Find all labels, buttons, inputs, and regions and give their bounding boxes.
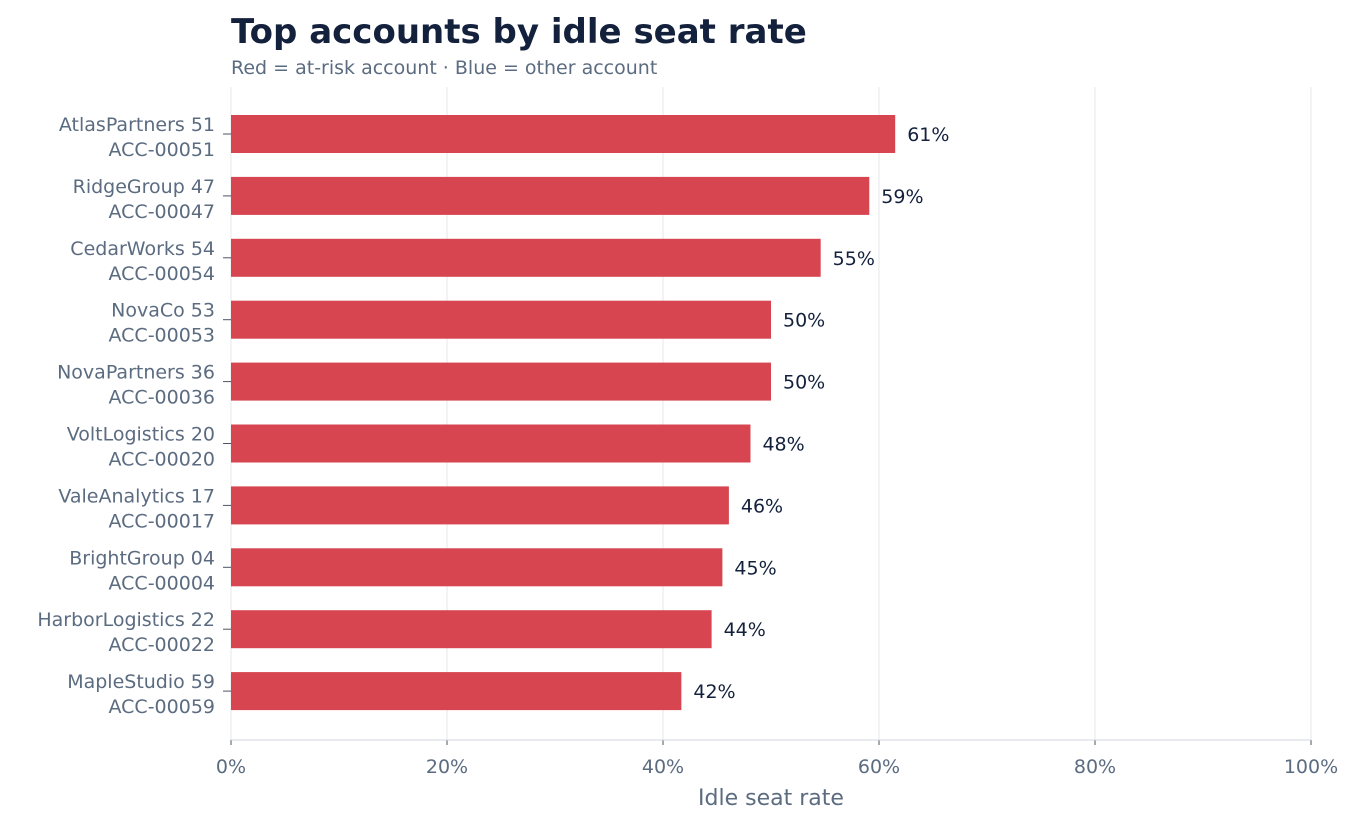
bar [231, 548, 723, 587]
y-tick-label-id: ACC-00017 [109, 510, 216, 532]
y-tick-label-id: ACC-00036 [109, 387, 216, 409]
bar [231, 300, 771, 339]
chart-subtitle: Red = at-risk account · Blue = other acc… [231, 57, 657, 79]
x-axis: 0% 20% 40% 60% 80% 100% [216, 739, 1338, 778]
y-tick-label-name: BrightGroup 04 [69, 547, 215, 569]
bar-value-label: 50% [783, 310, 825, 332]
y-tick-label-id: ACC-00022 [109, 634, 216, 656]
y-tick-label-name: HarborLogistics 22 [37, 609, 215, 631]
x-tick-label: 0% [216, 756, 246, 778]
x-tick-label: 40% [642, 756, 684, 778]
y-tick-label-id: ACC-00059 [109, 696, 216, 718]
x-axis-label: Idle seat rate [698, 786, 844, 811]
bar [231, 115, 896, 153]
y-tick-label-id: ACC-00004 [109, 572, 216, 594]
bar [231, 238, 821, 277]
bar-value-label: 46% [741, 495, 783, 517]
chart-title: Top accounts by idle seat rate [231, 12, 807, 52]
bar-value-label: 61% [907, 124, 949, 146]
bar-value-label: 44% [724, 619, 766, 641]
bar-value-label: 42% [693, 681, 735, 703]
bar-value-label: 50% [783, 372, 825, 394]
y-tick-label-name: NovaPartners 36 [57, 362, 215, 384]
y-tick-label-id: ACC-00020 [109, 449, 216, 471]
bar-value-label: 45% [734, 557, 776, 579]
bar [231, 176, 870, 215]
bars: 61% 59% 55% 50% 50% 48% 46% 45% 44% 42% [231, 115, 949, 711]
x-tick-label: 80% [1074, 756, 1116, 778]
y-tick-label-name: AtlasPartners 51 [59, 114, 215, 136]
y-tick-label-id: ACC-00047 [109, 201, 216, 223]
bar-value-label: 59% [881, 186, 923, 208]
bar-value-label: 48% [762, 434, 804, 456]
y-tick-label-id: ACC-00054 [109, 263, 216, 285]
y-tick-label-name: MapleStudio 59 [67, 671, 215, 693]
y-tick-label-name: CedarWorks 54 [70, 238, 215, 260]
bar [231, 424, 751, 463]
x-tick-label: 20% [426, 756, 468, 778]
bar [231, 672, 682, 711]
y-tick-label-name: VoltLogistics 20 [67, 424, 215, 446]
bar [231, 362, 771, 401]
y-tick-label-name: RidgeGroup 47 [73, 176, 215, 198]
y-axis: AtlasPartners 51 ACC-00051 RidgeGroup 47 AC… [37, 114, 231, 718]
x-tick-label: 100% [1284, 756, 1338, 778]
y-tick-label-name: ValeAnalytics 17 [58, 485, 215, 507]
x-tick-label: 60% [858, 756, 900, 778]
y-tick-label-name: NovaCo 53 [111, 300, 215, 322]
y-tick-label-id: ACC-00051 [109, 139, 216, 161]
bar-value-label: 55% [833, 248, 875, 270]
y-tick-label-id: ACC-00053 [109, 325, 216, 347]
bar [231, 486, 729, 525]
bar [231, 610, 712, 649]
